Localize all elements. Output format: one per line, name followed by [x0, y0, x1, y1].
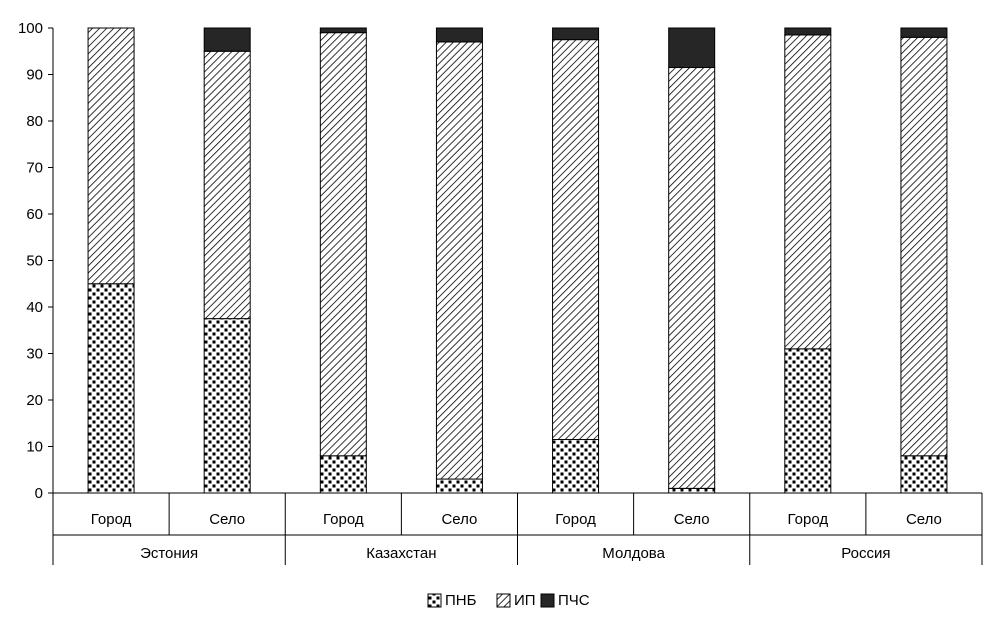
- bar-segment: [900, 36, 948, 457]
- x-category-label: Село: [209, 511, 245, 528]
- bar-segment: [552, 39, 600, 441]
- bar-segment: [87, 27, 135, 285]
- y-tick-label: 30: [26, 346, 43, 363]
- y-tick-label: 40: [26, 299, 43, 316]
- bar-segment: [319, 455, 367, 494]
- y-tick-label: 90: [26, 67, 43, 84]
- bar-segment: [668, 487, 716, 494]
- bar-segment: [435, 27, 483, 43]
- x-category-label: Город: [91, 511, 132, 528]
- bar-segment: [784, 34, 832, 350]
- x-category-label: Село: [441, 511, 477, 528]
- y-tick-label: 20: [26, 392, 43, 409]
- y-tick-label: 70: [26, 160, 43, 177]
- bar-segment: [203, 50, 251, 320]
- bar-segment: [319, 27, 367, 34]
- bar-segment: [552, 439, 600, 494]
- bar-segment: [668, 27, 716, 69]
- bar-segment: [784, 27, 832, 36]
- bar-segment: [203, 318, 251, 494]
- bar-segment: [900, 27, 948, 38]
- legend-item: ПНБ: [427, 592, 477, 609]
- y-tick-label: 60: [26, 206, 43, 223]
- y-axis: 0 10 20 30 40 50 60 70 80 90 100: [18, 20, 54, 502]
- bar-segment: [203, 27, 251, 52]
- y-tick-label: 10: [26, 439, 43, 456]
- bar-segment: [552, 27, 600, 41]
- bar-segment: [784, 348, 832, 494]
- y-tick-label: 100: [18, 20, 43, 37]
- y-tick-label: 0: [35, 485, 43, 502]
- bar-segment: [900, 455, 948, 494]
- x-group-label: Россия: [841, 545, 890, 562]
- x-axis: Город Село Город Село Город Село Город Село Эсто…: [52, 492, 983, 565]
- x-group-label: Казахстан: [366, 545, 436, 562]
- legend-swatch: [496, 593, 511, 608]
- legend-swatch: [540, 593, 555, 608]
- x-group-label: Эстония: [140, 545, 198, 562]
- legend-label: ПНБ: [445, 592, 477, 609]
- y-tick-label: 80: [26, 113, 43, 130]
- x-category-label: Город: [788, 511, 829, 528]
- legend-label: ПЧС: [558, 592, 590, 609]
- bars: [87, 27, 948, 494]
- x-category-label: Село: [906, 511, 942, 528]
- legend-item: ПЧС: [540, 592, 590, 609]
- bar-segment: [87, 283, 135, 494]
- bar-segment: [668, 67, 716, 489]
- legend-item: ИП: [496, 592, 536, 609]
- legend: ПНБ ИП ПЧС: [427, 592, 590, 609]
- x-category-label: Город: [555, 511, 596, 528]
- legend-label: ИП: [514, 592, 536, 609]
- x-group-label: Молдова: [602, 545, 665, 562]
- bar-segment: [435, 478, 483, 494]
- legend-swatch: [427, 593, 442, 608]
- x-category-label: Село: [674, 511, 710, 528]
- y-tick-label: 50: [26, 253, 43, 270]
- bar-segment: [435, 41, 483, 480]
- x-category-label: Город: [323, 511, 364, 528]
- bar-segment: [319, 32, 367, 457]
